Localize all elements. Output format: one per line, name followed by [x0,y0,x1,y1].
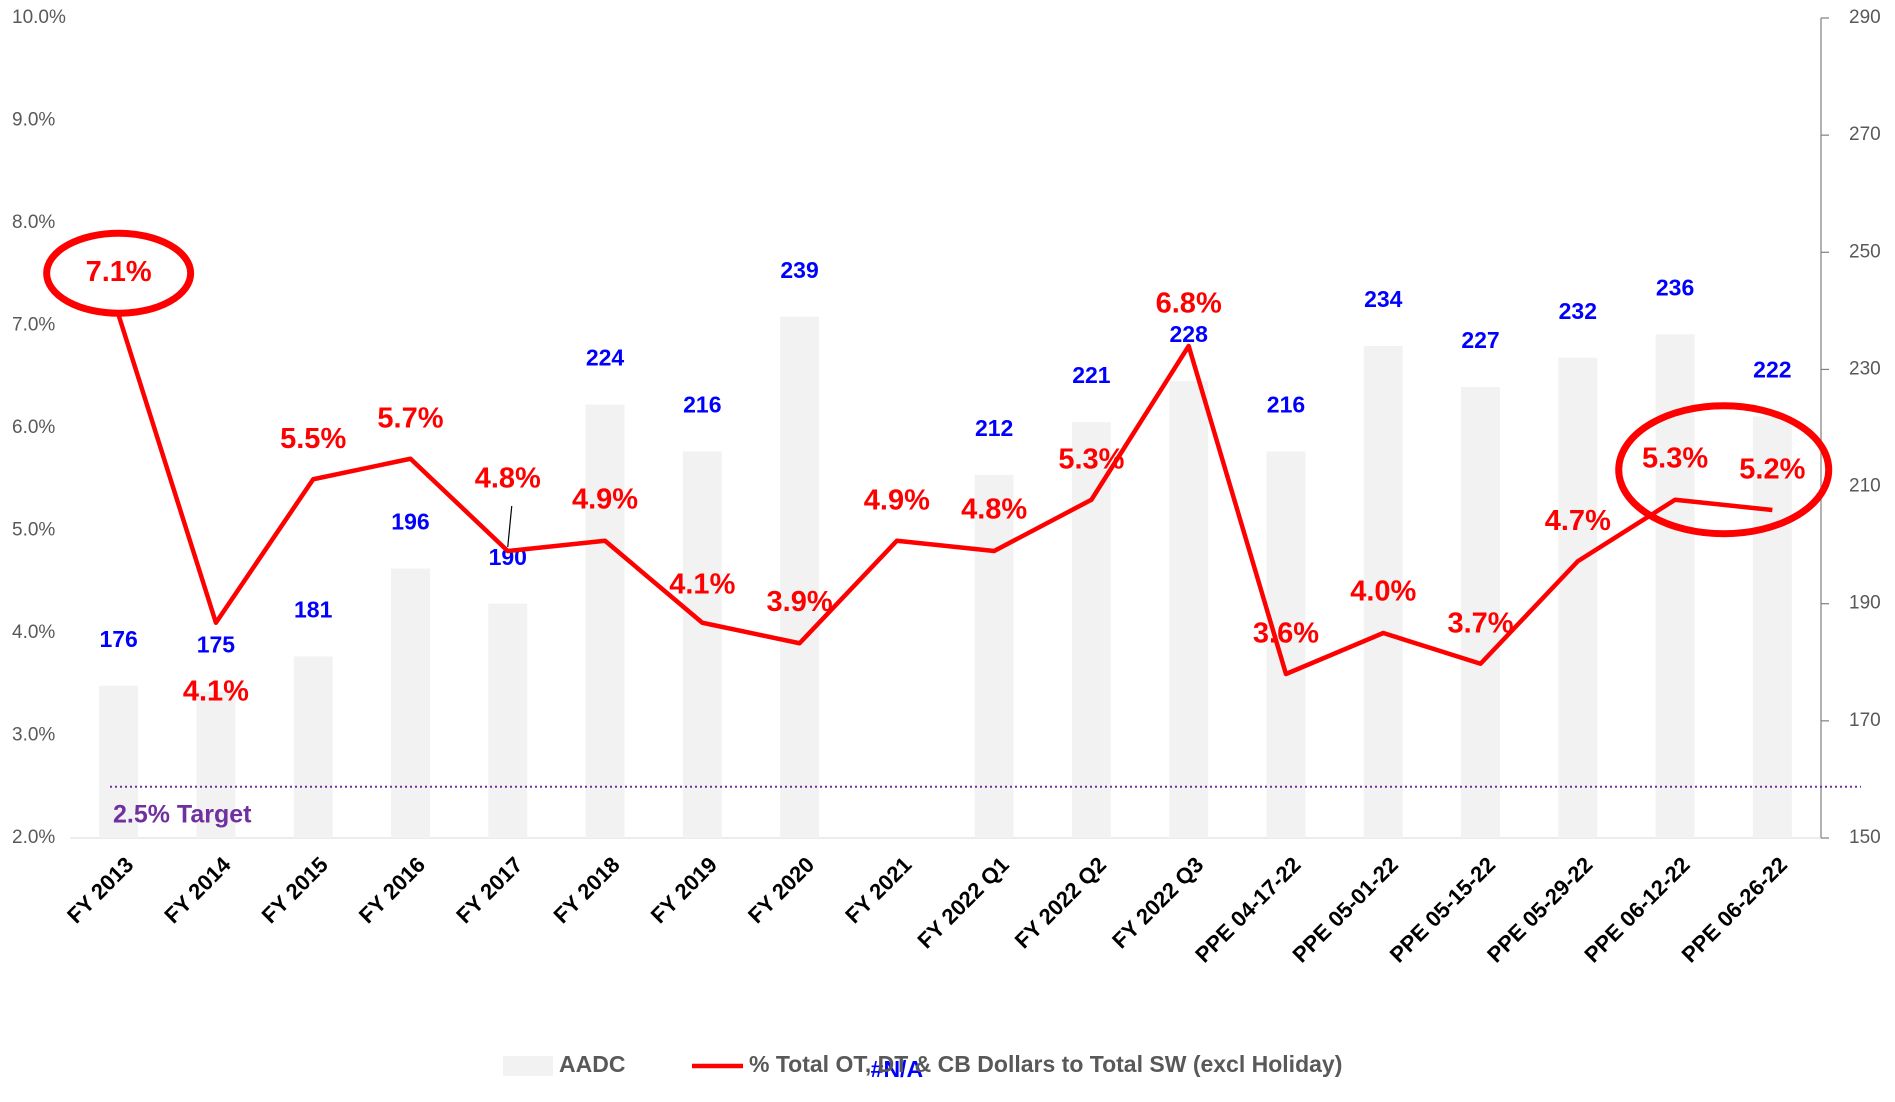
line-value-label: 3.9% [767,586,833,618]
line-value-label: 5.3% [1058,443,1124,475]
bar [1558,357,1598,838]
y-tick-label: 4.0% [12,622,55,643]
y-tick-label: 8.0% [12,212,55,233]
bar [1363,346,1403,838]
line-value-label: 5.7% [377,402,443,434]
line-value-label: 6.8% [1156,288,1222,320]
bar-value-label: 175 [197,632,236,658]
y2-tick-label: 190 [1849,593,1881,614]
bar-value-label: #N/A [871,1056,923,1082]
line-value-label: 4.8% [475,463,541,495]
legend-label: % Total OT, DT & CB Dollars to Total SW … [749,1051,1342,1077]
y2-tick-label: 230 [1849,358,1881,379]
legend-label: AADC [559,1051,625,1077]
line-value-label: 5.3% [1642,442,1708,474]
highlight-circle [1615,402,1833,538]
bar-value-label: 236 [1656,274,1694,300]
leader [507,505,513,548]
bar [585,404,625,838]
bar-value-label: 234 [1364,286,1403,312]
y2-tick-label: 270 [1849,124,1881,145]
x-tick-label: FY 2019 [646,852,722,928]
line-value-label: 3.6% [1253,618,1319,650]
bar [196,691,236,838]
bar-value-label: 222 [1753,356,1791,382]
x-tick-label: FY 2021 [840,852,916,928]
target-label: 2.5% Target [113,800,252,828]
bar-value-label: 232 [1559,298,1597,324]
bar-value-label: 239 [780,257,818,283]
bar [1169,381,1209,838]
y-tick-label: 9.0% [12,110,55,131]
y2-tick-label: 210 [1849,476,1881,497]
bar [780,316,820,838]
bar [1461,387,1500,838]
bar-value-label: 216 [1267,392,1305,418]
y2-tick-label: 290 [1849,7,1881,28]
bar-value-label: 224 [586,345,625,371]
legend-swatch [503,1056,553,1076]
x-tick-label: FY 2015 [257,852,333,928]
bar [1266,451,1306,838]
line-value-label: 4.8% [961,494,1027,526]
y2-tick-label: 170 [1849,710,1881,731]
line-value-label: 4.1% [669,568,735,600]
bar [99,685,139,838]
line-value-label: 4.1% [183,675,249,707]
x-tick-label: FY 2022 Q3 [1107,852,1208,953]
bar-value-label: 227 [1461,327,1499,353]
y-tick-label: 2.0% [12,827,55,848]
y2-tick-label: 150 [1849,827,1881,848]
x-tick-label: FY 2013 [62,852,138,928]
bar-value-label: 221 [1072,362,1111,388]
y-tick-label: 6.0% [12,417,55,438]
bar [391,568,430,838]
line-value-label: 4.7% [1545,505,1611,537]
bar-value-label: 196 [391,509,429,535]
y-tick-label: 5.0% [12,520,55,541]
x-tick-label: FY 2022 Q1 [913,852,1014,953]
line [116,314,1773,677]
x-tick-label: FY 2016 [354,852,430,928]
bar [682,451,722,838]
line-value-label: 3.7% [1447,607,1513,639]
bar [1752,416,1792,838]
bar-value-label: 181 [294,597,333,623]
highlight-circle [43,229,195,317]
x-tick-label: FY 2014 [159,851,236,928]
line-value-label: 4.9% [572,483,638,515]
bar [488,603,528,838]
bar-value-label: 176 [99,626,137,652]
bar [974,474,1014,838]
bar-value-label: 216 [683,392,721,418]
y2-tick-label: 250 [1849,241,1881,262]
bar-value-label: 212 [975,415,1013,441]
line-value-label: 4.0% [1350,576,1416,608]
y-tick-label: 10.0% [12,7,66,28]
line-value-label: 7.1% [86,256,152,288]
y-tick-label: 3.0% [12,725,55,746]
x-tick-label: FY 2017 [451,852,527,928]
bar [293,656,333,838]
line-value-label: 5.2% [1739,454,1805,486]
line-value-label: 4.9% [864,484,930,516]
x-tick-label: FY 2018 [548,852,624,928]
bar [1071,422,1111,838]
x-tick-label: FY 2022 Q2 [1010,852,1111,953]
line-value-label: 5.5% [280,423,346,455]
x-tick-label: FY 2020 [743,852,819,928]
bar-value-label: 228 [1170,321,1209,347]
y-tick-label: 7.0% [12,315,55,336]
